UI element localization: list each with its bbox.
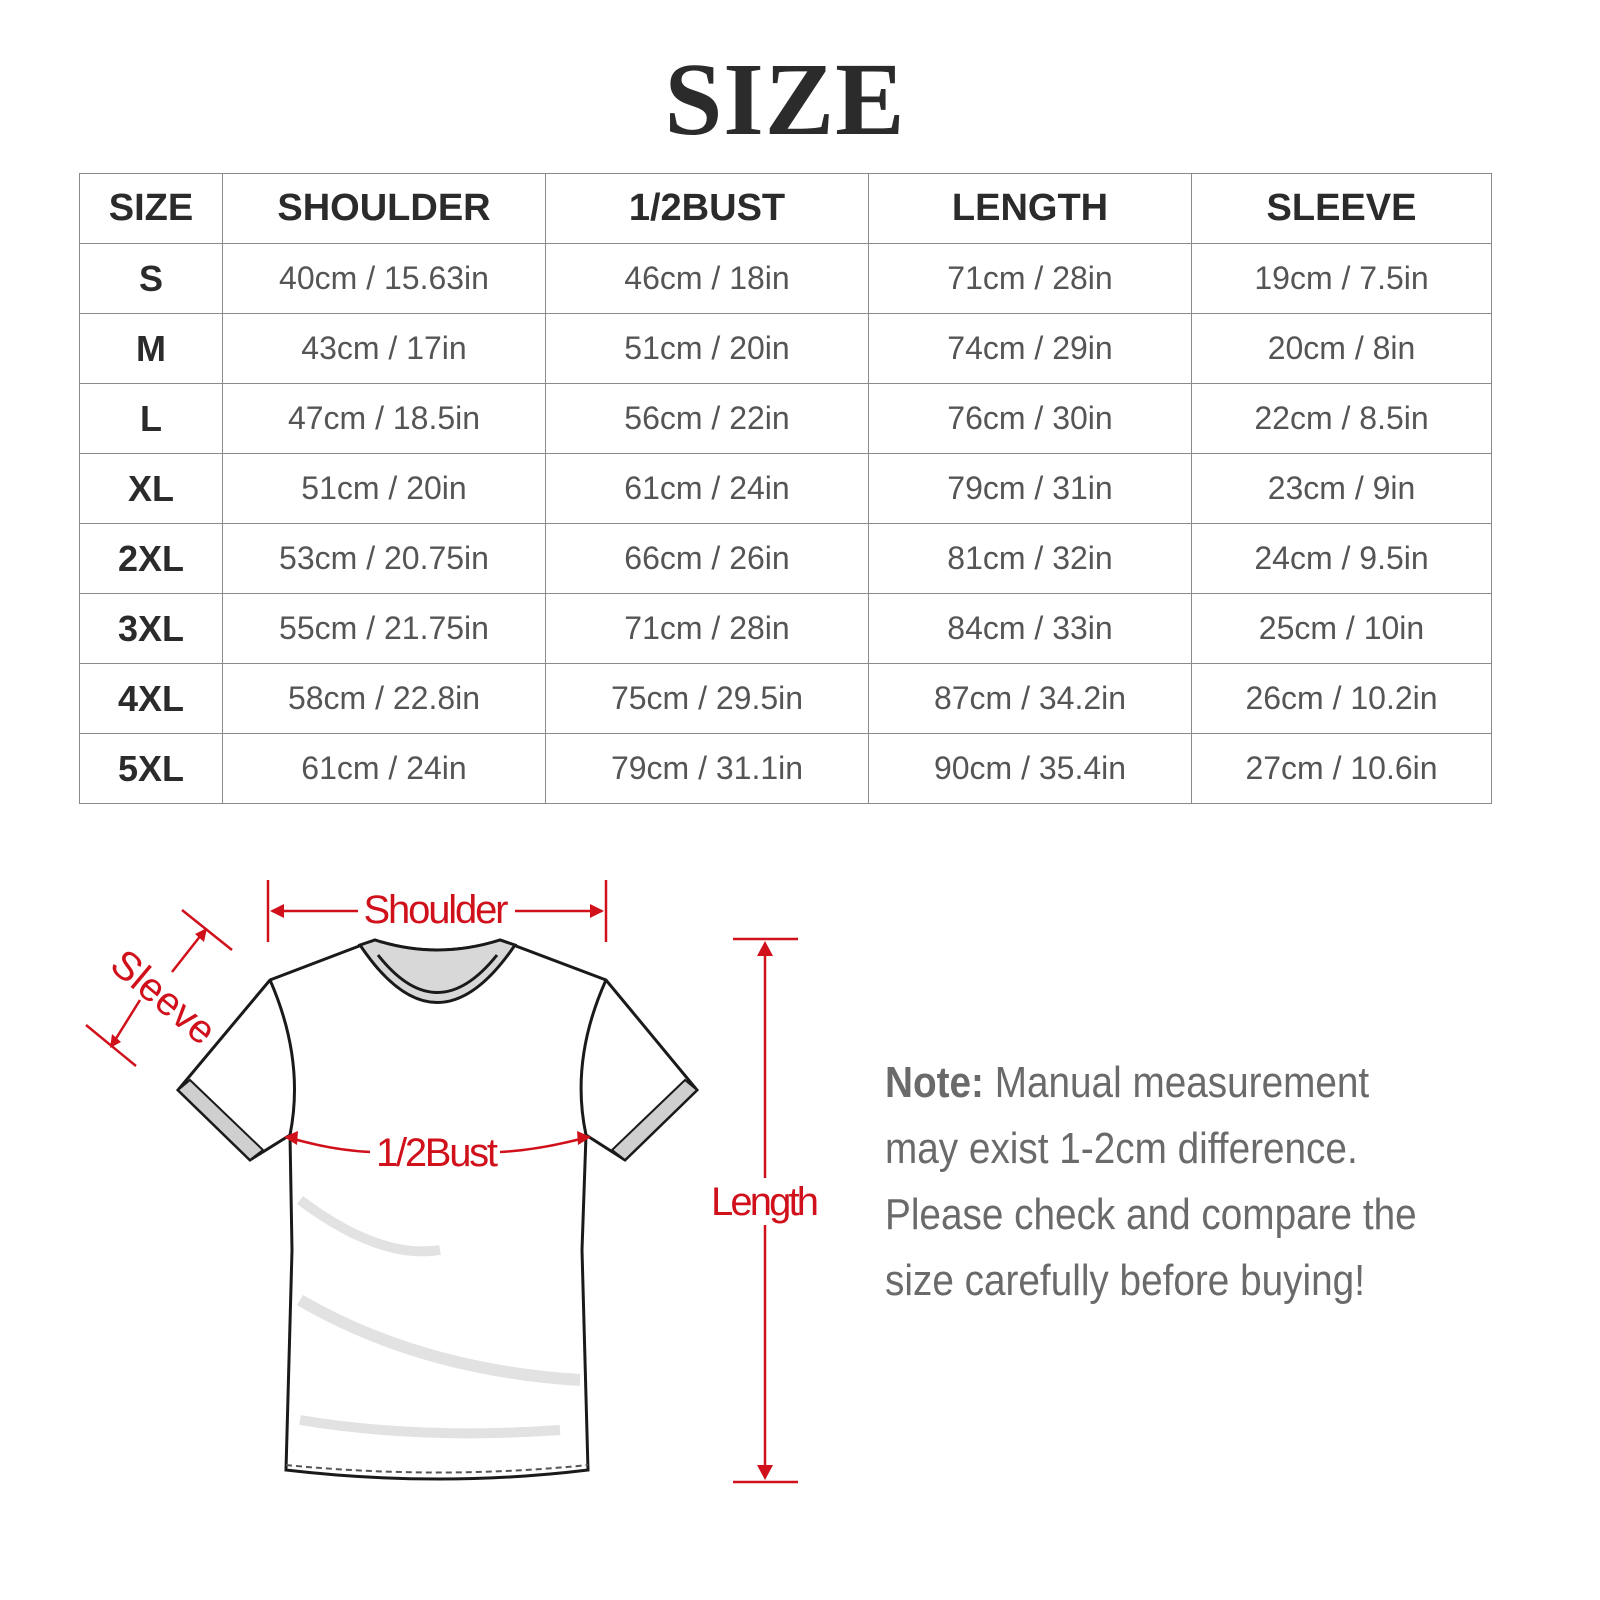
- note-body: Manual measurement may exist 1-2cm diffe…: [885, 1058, 1417, 1305]
- bust-cell: 51cm / 20in: [545, 313, 869, 384]
- header-shoulder: SHOULDER: [222, 173, 546, 244]
- sleeve-cell: 19cm / 7.5in: [1191, 243, 1492, 314]
- bust-cell: 75cm / 29.5in: [545, 663, 869, 734]
- bust-cell: 56cm / 22in: [545, 383, 869, 454]
- size-cell: XL: [79, 453, 223, 524]
- sleeve-cell: 24cm / 9.5in: [1191, 523, 1492, 594]
- shoulder-label: Shoulder: [364, 888, 509, 932]
- size-cell: 5XL: [79, 733, 223, 804]
- size-cell: 2XL: [79, 523, 223, 594]
- header-bust: 1/2BUST: [545, 173, 869, 244]
- sleeve-cell: 22cm / 8.5in: [1191, 383, 1492, 454]
- table-row: L 47cm / 18.5in 56cm / 22in 76cm / 30in 22cm…: [79, 383, 1492, 454]
- size-cell: L: [79, 383, 223, 454]
- tshirt-icon: [175, 938, 700, 1481]
- bust-cell: 46cm / 18in: [545, 243, 869, 314]
- length-cell: 74cm / 29in: [868, 313, 1192, 384]
- shoulder-cell: 58cm / 22.8in: [222, 663, 546, 734]
- bust-cell: 79cm / 31.1in: [545, 733, 869, 804]
- table-row: 5XL 61cm / 24in 79cm / 31.1in 90cm / 35.4in…: [79, 733, 1492, 804]
- sleeve-cell: 23cm / 9in: [1191, 453, 1492, 524]
- length-cell: 71cm / 28in: [868, 243, 1192, 314]
- note-label: Note:: [885, 1058, 984, 1107]
- bust-cell: 66cm / 26in: [545, 523, 869, 594]
- sleeve-cell: 27cm / 10.6in: [1191, 733, 1492, 804]
- length-cell: 79cm / 31in: [868, 453, 1192, 524]
- length-label: Length: [711, 1180, 819, 1224]
- bust-cell: 61cm / 24in: [545, 453, 869, 524]
- sleeve-label: Sleeve: [102, 941, 224, 1053]
- size-cell: 4XL: [79, 663, 223, 734]
- shoulder-cell: 40cm / 15.63in: [222, 243, 546, 314]
- sleeve-cell: 20cm / 8in: [1191, 313, 1492, 384]
- size-cell: 3XL: [79, 593, 223, 664]
- page-title: SIZE: [664, 42, 906, 157]
- table-row: XL 51cm / 20in 61cm / 24in 79cm / 31in 23cm …: [79, 453, 1492, 524]
- size-cell: S: [79, 243, 223, 314]
- table-row: 3XL 55cm / 21.75in 71cm / 28in 84cm / 33in 2…: [79, 593, 1492, 664]
- table-row: M 43cm / 17in 51cm / 20in 74cm / 29in 20cm /…: [79, 313, 1492, 384]
- sleeve-cell: 26cm / 10.2in: [1191, 663, 1492, 734]
- shoulder-cell: 55cm / 21.75in: [222, 593, 546, 664]
- shoulder-cell: 43cm / 17in: [222, 313, 546, 384]
- shoulder-cell: 47cm / 18.5in: [222, 383, 546, 454]
- note-text: Note: Manual measurement may exist 1-2cm…: [885, 1050, 1431, 1314]
- tshirt-diagram: Shoulder Sleeve 1/2Bust Length: [85, 880, 819, 1484]
- bust-cell: 71cm / 28in: [545, 593, 869, 664]
- header-sleeve: SLEEVE: [1191, 173, 1492, 244]
- table-row: 2XL 53cm / 20.75in 66cm / 26in 81cm / 32in 2…: [79, 523, 1492, 594]
- size-table: SIZE SHOULDER 1/2BUST LENGTH SLEEVE S 40c…: [79, 173, 1492, 804]
- table-header-row: SIZE SHOULDER 1/2BUST LENGTH SLEEVE: [79, 173, 1492, 244]
- size-cell: M: [79, 313, 223, 384]
- header-size: SIZE: [79, 173, 223, 244]
- sleeve-cell: 25cm / 10in: [1191, 593, 1492, 664]
- length-cell: 84cm / 33in: [868, 593, 1192, 664]
- bust-label: 1/2Bust: [376, 1131, 498, 1175]
- shoulder-cell: 51cm / 20in: [222, 453, 546, 524]
- header-length: LENGTH: [868, 173, 1192, 244]
- shoulder-cell: 53cm / 20.75in: [222, 523, 546, 594]
- shoulder-cell: 61cm / 24in: [222, 733, 546, 804]
- length-cell: 90cm / 35.4in: [868, 733, 1192, 804]
- length-cell: 81cm / 32in: [868, 523, 1192, 594]
- table-row: S 40cm / 15.63in 46cm / 18in 71cm / 28in 19c…: [79, 243, 1492, 314]
- length-cell: 87cm / 34.2in: [868, 663, 1192, 734]
- length-cell: 76cm / 30in: [868, 383, 1192, 454]
- table-row: 4XL 58cm / 22.8in 75cm / 29.5in 87cm / 34.2…: [79, 663, 1492, 734]
